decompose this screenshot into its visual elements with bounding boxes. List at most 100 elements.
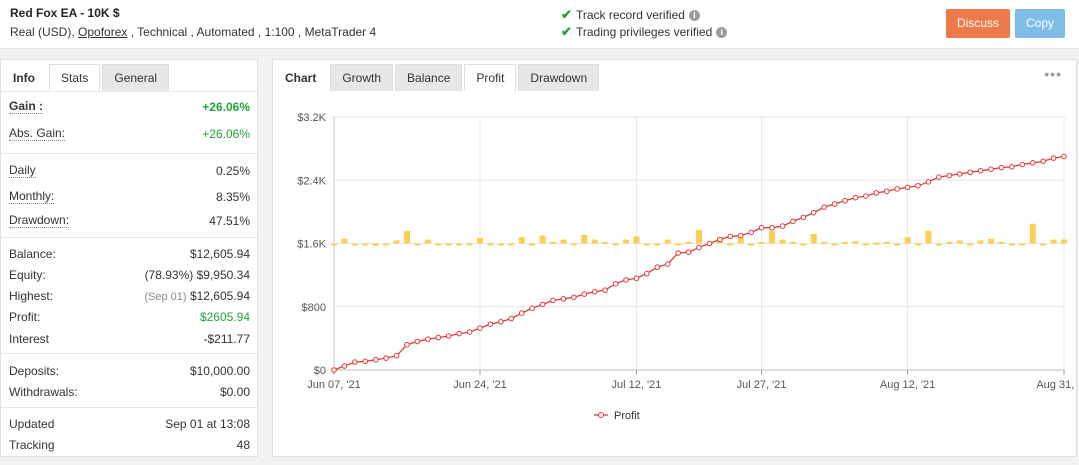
profit-point xyxy=(863,193,869,199)
divider xyxy=(1,407,257,408)
info-icon[interactable]: i xyxy=(688,9,700,21)
stat-label[interactable]: Daily xyxy=(9,163,36,178)
profit-point xyxy=(758,224,765,231)
profit-point xyxy=(696,244,702,251)
stat-label: Deposits: xyxy=(9,364,60,378)
tab-chart[interactable]: Chart xyxy=(273,64,329,91)
stat-balance: Balance: $12,605.94 xyxy=(9,245,250,263)
stat-label[interactable]: Gain : xyxy=(9,99,44,114)
tab-info[interactable]: Info xyxy=(1,64,47,91)
info-icon[interactable]: i xyxy=(716,26,728,38)
stat-label[interactable]: Abs. Gain: xyxy=(9,126,66,141)
tab-general[interactable]: General xyxy=(102,64,170,91)
profit-point xyxy=(977,167,984,174)
profit-point xyxy=(737,232,744,239)
stat-value: -$211.77 xyxy=(203,332,250,346)
profit-line xyxy=(333,155,1065,371)
discuss-button[interactable]: Discuss xyxy=(946,9,1010,38)
profit-point xyxy=(633,275,640,282)
stat-label: Updated xyxy=(9,417,55,431)
bar xyxy=(664,239,671,244)
stat-value-group: (Sep 01) $12,605.94 xyxy=(144,289,250,303)
profit-point xyxy=(362,358,369,365)
x-tick-label: Jun 24, '21 xyxy=(453,379,506,391)
bar xyxy=(894,243,901,246)
profit-point xyxy=(1019,161,1026,168)
stat-value: $9,950.34 xyxy=(196,268,250,282)
stat-interest: Interest -$211.77 xyxy=(9,330,250,348)
stat-label: Equity: xyxy=(9,268,46,282)
stat-label: Profit: xyxy=(9,310,41,324)
stats-tabs: Info Stats General xyxy=(1,64,171,91)
profit-point xyxy=(842,198,848,204)
profit-point xyxy=(445,333,452,339)
stat-label: Balance: xyxy=(9,247,56,261)
profit-point xyxy=(685,249,692,255)
stat-value: Sep 01 at 13:08 xyxy=(165,417,250,431)
bar xyxy=(1040,243,1047,246)
profit-point xyxy=(529,305,535,312)
profit-point xyxy=(915,182,921,189)
tab-balance[interactable]: Balance xyxy=(395,64,463,91)
tab-growth[interactable]: Growth xyxy=(330,64,394,91)
bar xyxy=(1061,239,1067,244)
bar xyxy=(539,235,546,244)
stat-profit: Profit: $2605.94 xyxy=(9,308,250,326)
broker-link[interactable]: Opoforex xyxy=(78,25,128,39)
profit-point xyxy=(498,318,504,325)
stat-value: $12,605.94 xyxy=(189,247,250,261)
bar xyxy=(372,243,379,246)
bar xyxy=(946,241,953,244)
bar xyxy=(842,241,848,244)
profit-point xyxy=(477,325,483,331)
bar xyxy=(404,230,410,244)
divider xyxy=(1,153,257,154)
tab-stats[interactable]: Stats xyxy=(49,64,101,91)
stat-deposits: Deposits: $10,000.00 xyxy=(9,362,250,380)
stat-label: Interest xyxy=(9,332,50,346)
bar xyxy=(383,243,390,246)
profit-point xyxy=(383,355,389,361)
profit-point xyxy=(508,315,515,322)
bar xyxy=(1050,239,1057,244)
stat-label[interactable]: Drawdown: xyxy=(9,213,70,228)
more-options-icon[interactable]: ••• xyxy=(1044,66,1062,82)
copy-button[interactable]: Copy xyxy=(1015,9,1065,38)
profit-point xyxy=(331,367,337,373)
profit-point xyxy=(1029,160,1036,166)
tab-profit[interactable]: Profit xyxy=(464,64,517,91)
profit-point xyxy=(393,352,400,359)
profit-point xyxy=(414,338,421,345)
profit-point xyxy=(769,224,775,231)
bar xyxy=(560,239,567,244)
bar xyxy=(623,239,629,244)
system-title: Red Fox EA - 10K $ xyxy=(10,6,120,20)
stat-value-group: (78.93%) $9,950.34 xyxy=(145,268,250,282)
profit-point xyxy=(831,201,838,207)
bar xyxy=(633,236,640,244)
divider xyxy=(1,237,257,238)
bar xyxy=(351,243,358,246)
bar xyxy=(445,243,452,246)
profit-point xyxy=(341,363,348,369)
profit-point xyxy=(925,179,932,185)
bar xyxy=(988,238,994,244)
bar xyxy=(508,243,515,246)
bar xyxy=(904,237,911,244)
bar xyxy=(967,243,974,246)
bar xyxy=(737,236,744,244)
stat-label[interactable]: Monthly: xyxy=(9,189,55,204)
bar xyxy=(362,243,369,246)
bar xyxy=(435,243,442,246)
stat-label: Withdrawals: xyxy=(9,385,78,399)
bar xyxy=(1019,243,1026,246)
profit-point xyxy=(623,277,629,283)
bar xyxy=(602,241,609,244)
account-type: Real (USD), xyxy=(10,25,79,39)
tab-drawdown[interactable]: Drawdown xyxy=(518,64,600,91)
stat-value: $10,000.00 xyxy=(189,364,250,378)
check-icon: ✔ xyxy=(561,24,572,39)
bar xyxy=(675,243,682,246)
bar xyxy=(331,243,337,246)
profit-point xyxy=(904,184,911,191)
